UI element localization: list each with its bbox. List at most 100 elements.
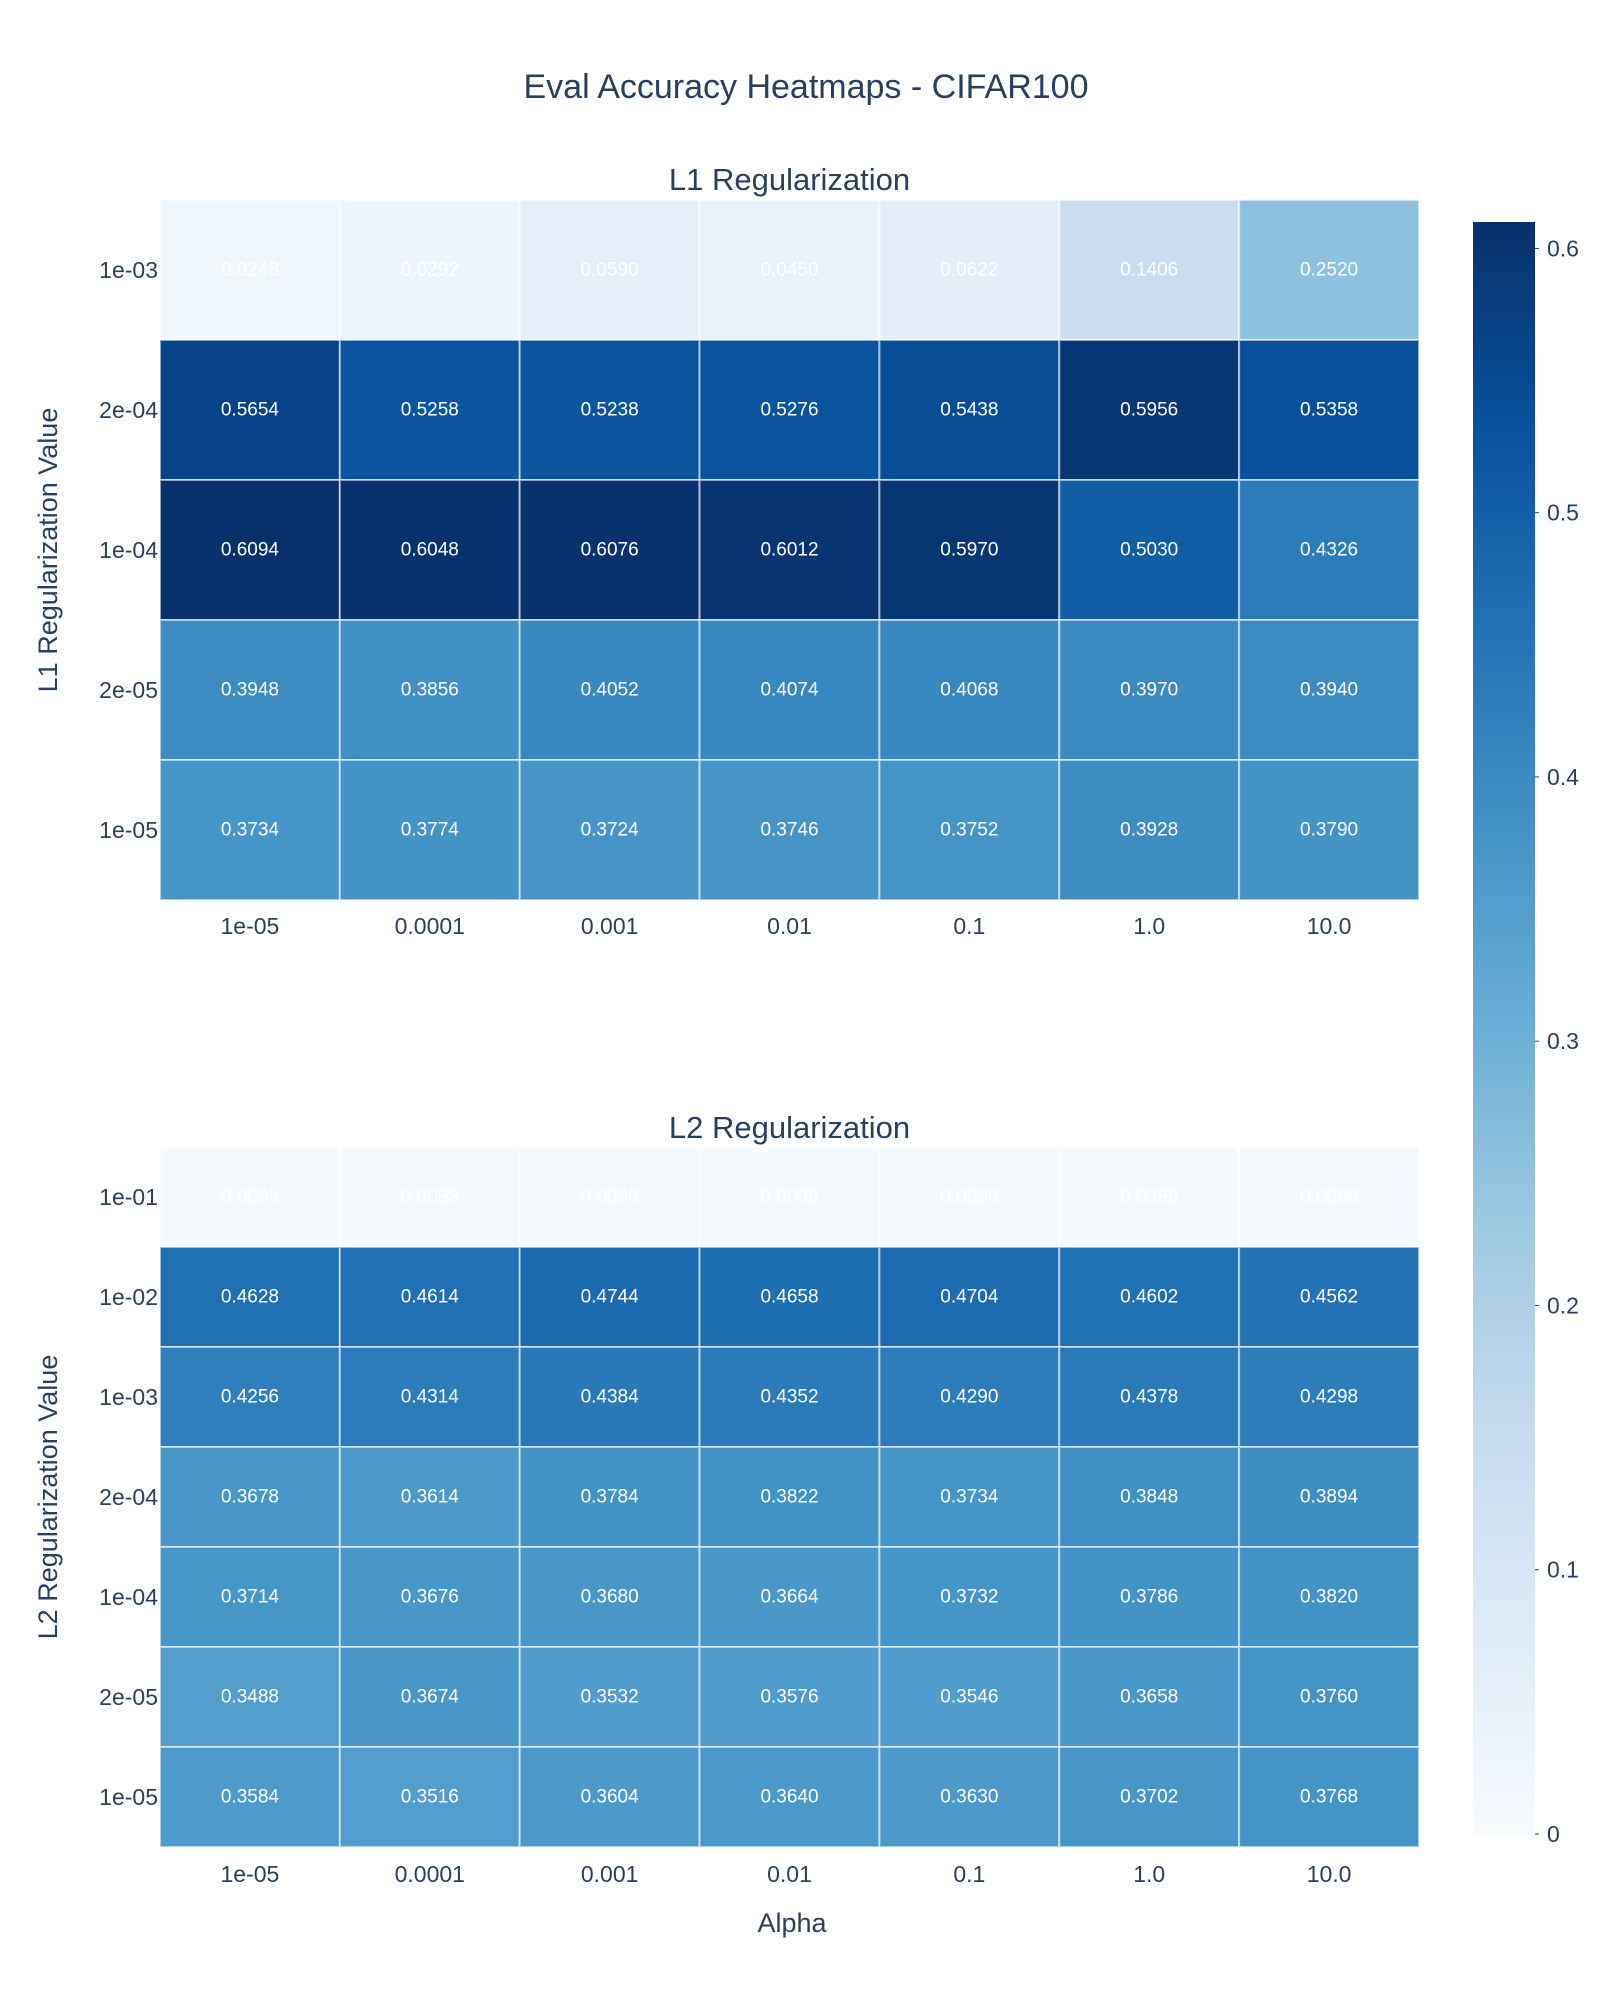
cell-value-label: 0.0098 (581, 1187, 639, 1208)
heatmap-cell (159, 339, 341, 481)
y-axis-title: L2 Regularization Value (33, 1355, 63, 1640)
cell-value-label: 0.3752 (940, 820, 998, 841)
cell-value-label: 0.4290 (940, 1387, 998, 1408)
cell-value-label: 0.5276 (760, 400, 818, 421)
heatmap-cell (518, 1246, 701, 1348)
x-tick-label: 0.0001 (395, 1861, 465, 1887)
y-tick-label: 2e-04 (99, 1484, 158, 1510)
x-tick-label: 0.001 (581, 913, 639, 939)
cell-value-label: 0.5970 (940, 540, 998, 561)
heatmap-cell (698, 1146, 881, 1248)
cell-value-label: 0.3576 (760, 1687, 818, 1708)
cell-value-label: 0.4256 (221, 1387, 279, 1408)
cell-value-label: 0.0590 (581, 260, 639, 281)
heatmap-cell (338, 1746, 521, 1848)
heatmap-cell (1058, 1346, 1241, 1448)
heatmap-cell (1238, 1246, 1420, 1348)
cell-value-label: 0.0292 (401, 260, 459, 281)
cell-value-label: 0.3822 (760, 1487, 818, 1508)
x-tick-label: 0.0001 (395, 913, 465, 939)
heatmap-cell (698, 1246, 881, 1348)
cell-value-label: 0.3714 (221, 1587, 280, 1608)
heatmap-cell (159, 199, 341, 341)
heatmap-cell (878, 759, 1061, 901)
heatmap-cell (338, 619, 521, 761)
cell-value-label: 0.3664 (760, 1587, 819, 1608)
colorbar-tick-label: 0.3 (1547, 1028, 1579, 1054)
heatmap-cell (338, 339, 521, 481)
cell-value-label: 0.4378 (1120, 1387, 1178, 1408)
colorbar-tick-label: 0.1 (1547, 1557, 1579, 1583)
cell-value-label: 0.3516 (401, 1787, 459, 1808)
panel-title: L1 Regularization (669, 162, 910, 197)
x-tick-label: 0.1 (953, 913, 985, 939)
cell-value-label: 0.6076 (581, 540, 639, 561)
cell-value-label: 0.3732 (940, 1587, 998, 1608)
cell-value-label: 0.4052 (581, 680, 639, 701)
heatmap-cell (338, 479, 521, 621)
cell-value-label: 0.5654 (221, 400, 280, 421)
heatmap-cell (878, 1346, 1061, 1448)
heatmap-cell (878, 339, 1061, 481)
cell-value-label: 0.3676 (401, 1587, 459, 1608)
heatmap-cell (1238, 479, 1420, 621)
heatmap-cell (698, 619, 881, 761)
cell-value-label: 0.3856 (401, 680, 459, 701)
heatmap-cell (1238, 1646, 1420, 1748)
colorbar-tick-label: 0.5 (1547, 500, 1579, 526)
heatmap-cell (1238, 199, 1420, 341)
heatmap-cell (698, 1546, 881, 1648)
heatmap-cell (1238, 1546, 1420, 1648)
colorbar-tick-label: 0.6 (1547, 235, 1579, 261)
cell-value-label: 0.0248 (221, 260, 279, 281)
cell-value-label: 0.3746 (760, 820, 818, 841)
heatmap-cell (159, 759, 341, 901)
cell-value-label: 0.0622 (940, 260, 998, 281)
y-axis-title: L1 Regularization Value (33, 408, 63, 693)
cell-value-label: 0.5358 (1300, 400, 1358, 421)
heatmap-cell (159, 1346, 341, 1448)
cell-value-label: 0.4658 (760, 1287, 818, 1308)
colorbar-gradient (1473, 222, 1535, 1834)
cell-value-label: 0.3774 (401, 820, 460, 841)
x-tick-label: 10.0 (1307, 1861, 1352, 1887)
cell-value-label: 0.4602 (1120, 1287, 1178, 1308)
cell-value-label: 0.3674 (401, 1687, 460, 1708)
x-tick-label: 1e-05 (221, 1861, 280, 1887)
cell-value-label: 0.3546 (940, 1687, 998, 1708)
heatmap-cell (518, 199, 701, 341)
cell-value-label: 0.5238 (581, 400, 639, 421)
cell-value-label: 0.3928 (1120, 820, 1178, 841)
x-tick-label: 1.0 (1133, 913, 1165, 939)
heatmap-cell (518, 1646, 701, 1748)
heatmap-cell (338, 1346, 521, 1448)
cell-value-label: 0.3532 (581, 1687, 639, 1708)
cell-value-label: 0.3760 (1300, 1687, 1358, 1708)
y-tick-label: 1e-04 (99, 537, 158, 563)
cell-value-label: 0.4352 (760, 1387, 818, 1408)
heatmap-cell (1238, 1746, 1420, 1848)
cell-value-label: 0.3702 (1120, 1787, 1178, 1808)
y-tick-label: 1e-04 (99, 1584, 158, 1610)
heatmap-cell (1238, 1346, 1420, 1448)
cell-value-label: 0.2520 (1300, 260, 1358, 281)
cell-value-label: 0.4628 (221, 1287, 279, 1308)
cell-value-label: 0.3784 (581, 1487, 640, 1508)
cell-value-label: 0.4074 (760, 680, 819, 701)
heatmap-cell (518, 619, 701, 761)
heatmap-cell (878, 1546, 1061, 1648)
heatmap-cell (338, 199, 521, 341)
cell-value-label: 0.4068 (940, 680, 998, 701)
heatmap-cell (1058, 1646, 1241, 1748)
heatmap-cell (518, 479, 701, 621)
heatmap-cell (698, 479, 881, 621)
cell-value-label: 0.4326 (1300, 540, 1358, 561)
heatmap-cell (698, 1746, 881, 1848)
cell-value-label: 0.3948 (221, 680, 279, 701)
cell-value-label: 0.5956 (1120, 400, 1178, 421)
cell-value-label: 0.6012 (760, 540, 818, 561)
cell-value-label: 0.6094 (221, 540, 280, 561)
cell-value-label: 0.4314 (401, 1387, 460, 1408)
heatmap-cell (1058, 479, 1241, 621)
